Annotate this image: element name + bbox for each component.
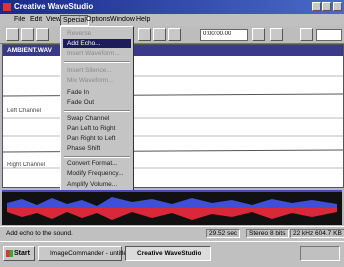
maximize-button[interactable] <box>322 2 331 11</box>
time-field[interactable]: 0:00:00.00 <box>200 29 248 41</box>
waveform-view <box>3 56 343 187</box>
tool-button[interactable] <box>138 28 151 41</box>
app-icon <box>3 3 11 11</box>
taskbar: Start ImageCommander - untitle... Creati… <box>0 241 344 267</box>
tool-button[interactable] <box>300 28 313 41</box>
window-title: Creative WaveStudio <box>14 2 93 11</box>
menu-item[interactable]: Pan Left to Right <box>67 125 115 132</box>
tool-button[interactable] <box>36 28 49 41</box>
menu-bar: File Edit View Special Options Window He… <box>0 14 344 26</box>
start-button[interactable]: Start <box>3 246 35 261</box>
input-field[interactable] <box>316 29 342 41</box>
tool-button[interactable] <box>21 28 34 41</box>
menu-window[interactable]: Window <box>110 16 135 23</box>
document-title-bar: AMBIENT.WAV <box>3 45 343 56</box>
system-tray <box>300 246 340 261</box>
right-channel-label: Right Channel <box>7 162 45 168</box>
start-label: Start <box>14 250 30 257</box>
menu-edit[interactable]: Edit <box>30 16 42 23</box>
minimize-button[interactable] <box>312 2 321 11</box>
status-size: 22 kHz 604.7 KB <box>290 229 344 238</box>
menu-item[interactable]: Fade In <box>67 89 89 96</box>
task-label: Creative WaveStudio <box>137 250 201 257</box>
menu-item[interactable]: Insert Silence... <box>67 67 112 74</box>
status-bar: Add echo to the sound. 29.52 sec Stereo … <box>0 226 344 241</box>
screen: Creative WaveStudio File Edit View Speci… <box>0 0 344 266</box>
document-window: AMBIENT.WAV Left Channel Right Channel <box>2 44 344 188</box>
menu-separator <box>64 156 130 158</box>
tool-button[interactable] <box>153 28 166 41</box>
time-field-text: 0:00:00.00 <box>203 31 231 37</box>
menu-item[interactable]: Fade Out <box>67 99 94 106</box>
tool-button[interactable] <box>168 28 181 41</box>
status-duration: 29.52 sec <box>206 229 240 238</box>
task-button-active[interactable]: Creative WaveStudio <box>125 246 211 261</box>
right-channel-line <box>3 150 343 152</box>
menu-special[interactable]: Special <box>60 15 89 26</box>
left-channel-line <box>3 94 343 96</box>
overview-border <box>2 190 342 192</box>
menu-item[interactable]: Insert Waveform... <box>67 50 120 57</box>
menu-item[interactable]: Modify Frequency... <box>67 170 124 177</box>
task-label: ImageCommander - untitle... <box>50 250 132 257</box>
menu-item[interactable]: Add Echo... <box>67 40 101 47</box>
status-format: Stereo 8 bits <box>246 229 289 238</box>
menu-item[interactable]: Convert Format... <box>67 160 118 167</box>
toolbar: 0:00:00.00 <box>0 26 344 44</box>
overview-waveform <box>2 190 342 225</box>
menu-options[interactable]: Options <box>86 16 110 23</box>
title-bar: Creative WaveStudio <box>0 0 344 14</box>
left-channel-label: Left Channel <box>7 108 41 114</box>
task-button[interactable]: ImageCommander - untitle... <box>38 246 122 261</box>
start-logo <box>6 250 13 257</box>
menu-item[interactable]: Phase Shift <box>67 145 100 152</box>
special-menu: Reverse Add Echo... Insert Waveform... I… <box>60 26 134 192</box>
menu-item[interactable]: Pan Right to Left <box>67 135 115 142</box>
status-message: Add echo to the sound. <box>6 230 73 237</box>
tool-button[interactable] <box>252 28 265 41</box>
close-button[interactable] <box>333 2 342 11</box>
menu-item[interactable]: Mix Waveform... <box>67 77 114 84</box>
menu-item[interactable]: Swap Channel <box>67 115 109 122</box>
menu-item[interactable]: Amplify Volume... <box>67 181 117 188</box>
menu-separator <box>64 61 130 63</box>
menu-file[interactable]: File <box>14 16 25 23</box>
menu-help[interactable]: Help <box>136 16 150 23</box>
menu-view[interactable]: View <box>46 16 61 23</box>
document-title: AMBIENT.WAV <box>7 47 52 54</box>
tool-button[interactable] <box>270 28 283 41</box>
menu-item[interactable]: Reverse <box>67 30 91 37</box>
menu-separator <box>64 110 130 112</box>
tool-button[interactable] <box>6 28 19 41</box>
